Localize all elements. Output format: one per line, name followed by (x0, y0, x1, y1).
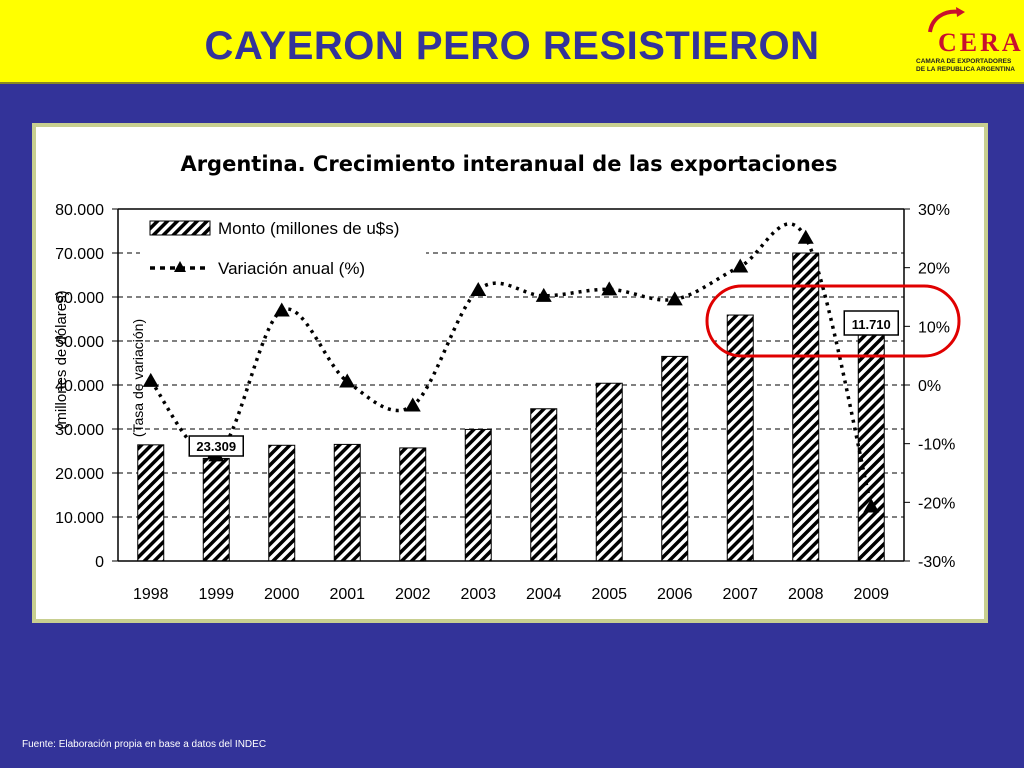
x-tick-label: 2001 (329, 586, 365, 603)
bar-1998 (137, 444, 165, 562)
legend-marker (174, 261, 186, 272)
variation-marker-1998 (142, 372, 159, 387)
logo-subtitle: CAMARA DE EXPORTADORES DE LA REPUBLICA A… (916, 58, 1022, 74)
variation-marker-2000 (273, 302, 290, 317)
logo-subtitle-line1: CAMARA DE EXPORTADORES (916, 58, 1012, 65)
logo-name: CERA (938, 28, 1024, 57)
x-tick-label: 2008 (788, 586, 824, 603)
y-tick-label: 30.000 (55, 422, 104, 439)
bar-2006 (661, 355, 689, 562)
highlight-ellipse (705, 284, 961, 358)
annotation-2009: 11.710 (852, 317, 891, 332)
legend-swatch-bars (149, 220, 211, 236)
variation-marker-2002 (404, 397, 421, 412)
variation-marker-2008 (797, 229, 814, 244)
variation-marker-2004 (535, 287, 552, 302)
variation-marker-2005 (601, 281, 618, 296)
y2-tick-label: -10% (918, 437, 955, 454)
bar-2007 (726, 314, 754, 562)
x-tick-label: 2007 (722, 586, 758, 603)
y-tick-label: 40.000 (55, 378, 104, 395)
bar-2003 (464, 428, 492, 562)
chart-title: Argentina. Crecimiento interanual de las… (180, 152, 837, 176)
y2-tick-label: 10% (918, 319, 950, 336)
x-tick-label: 2005 (591, 586, 627, 603)
annotation-1999: 23.309 (196, 439, 236, 454)
y-tick-label: 50.000 (55, 334, 104, 351)
source-note: Fuente: Elaboración propia en base a dat… (22, 739, 267, 750)
variation-marker-2006 (666, 291, 683, 306)
axis-layer: Argentina. Crecimiento interanual de las… (53, 152, 955, 603)
bar-2005 (595, 382, 623, 562)
header-bar: CAYERON PERO RESISTIERON CERA CAMARA DE … (0, 0, 1024, 84)
y-tick-label: 70.000 (55, 246, 104, 263)
y2-tick-label: -30% (918, 554, 955, 571)
y-tick-label: 80.000 (55, 202, 104, 219)
x-tick-label: 2004 (526, 586, 562, 603)
variation-marker-2003 (470, 281, 487, 296)
variation-marker-2009 (863, 498, 880, 513)
bar-2004 (530, 408, 558, 562)
bar-layer (137, 252, 885, 562)
logo-swirl-icon (928, 7, 965, 33)
bar-2009 (857, 315, 885, 562)
legend-label-line: Variación anual (%) (218, 259, 365, 278)
y-axis-label: (millones de dólares) (53, 290, 70, 429)
legend-label-bars: Monto (millones de u$s) (218, 219, 399, 238)
logo-subtitle-line2: DE LA REPUBLICA ARGENTINA (916, 66, 1015, 73)
annotation-box-2009 (843, 310, 899, 336)
y2-tick-label: -20% (918, 495, 955, 512)
x-tick-label: 2003 (460, 586, 496, 603)
variation-marker-2007 (732, 258, 749, 273)
y2-tick-label: 20% (918, 261, 950, 278)
cera-logo: CERA CAMARA DE EXPORTADORES DE LA REPUBL… (912, 6, 1022, 80)
x-tick-label: 1999 (198, 586, 234, 603)
annotation-layer: 23.309 11.710 (188, 284, 961, 457)
y2-tick-label: 30% (918, 202, 950, 219)
bar-1999 (202, 457, 230, 562)
bar-2002 (399, 447, 427, 562)
legend-layer: Monto (millones de u$s) Variación anual (… (140, 212, 426, 286)
bar-2000 (268, 444, 296, 562)
y-tick-label: 60.000 (55, 290, 104, 307)
annotation-box-1999 (188, 435, 244, 457)
y2-axis-label: (Tasa de variación) (130, 319, 146, 437)
bar-2008 (792, 252, 820, 562)
page-title: CAYERON PERO RESISTIERON (204, 24, 820, 68)
y-tick-label: 0 (95, 554, 104, 571)
x-tick-label: 2002 (395, 586, 431, 603)
x-tick-label: 2009 (853, 586, 889, 603)
y-tick-label: 20.000 (55, 466, 104, 483)
variation-marker-2001 (339, 373, 356, 388)
y-tick-label: 10.000 (55, 510, 104, 527)
x-tick-label: 1998 (133, 586, 169, 603)
bar-2001 (333, 443, 361, 562)
y2-tick-label: 0% (918, 378, 941, 395)
x-tick-label: 2000 (264, 586, 300, 603)
x-tick-label: 2006 (657, 586, 693, 603)
